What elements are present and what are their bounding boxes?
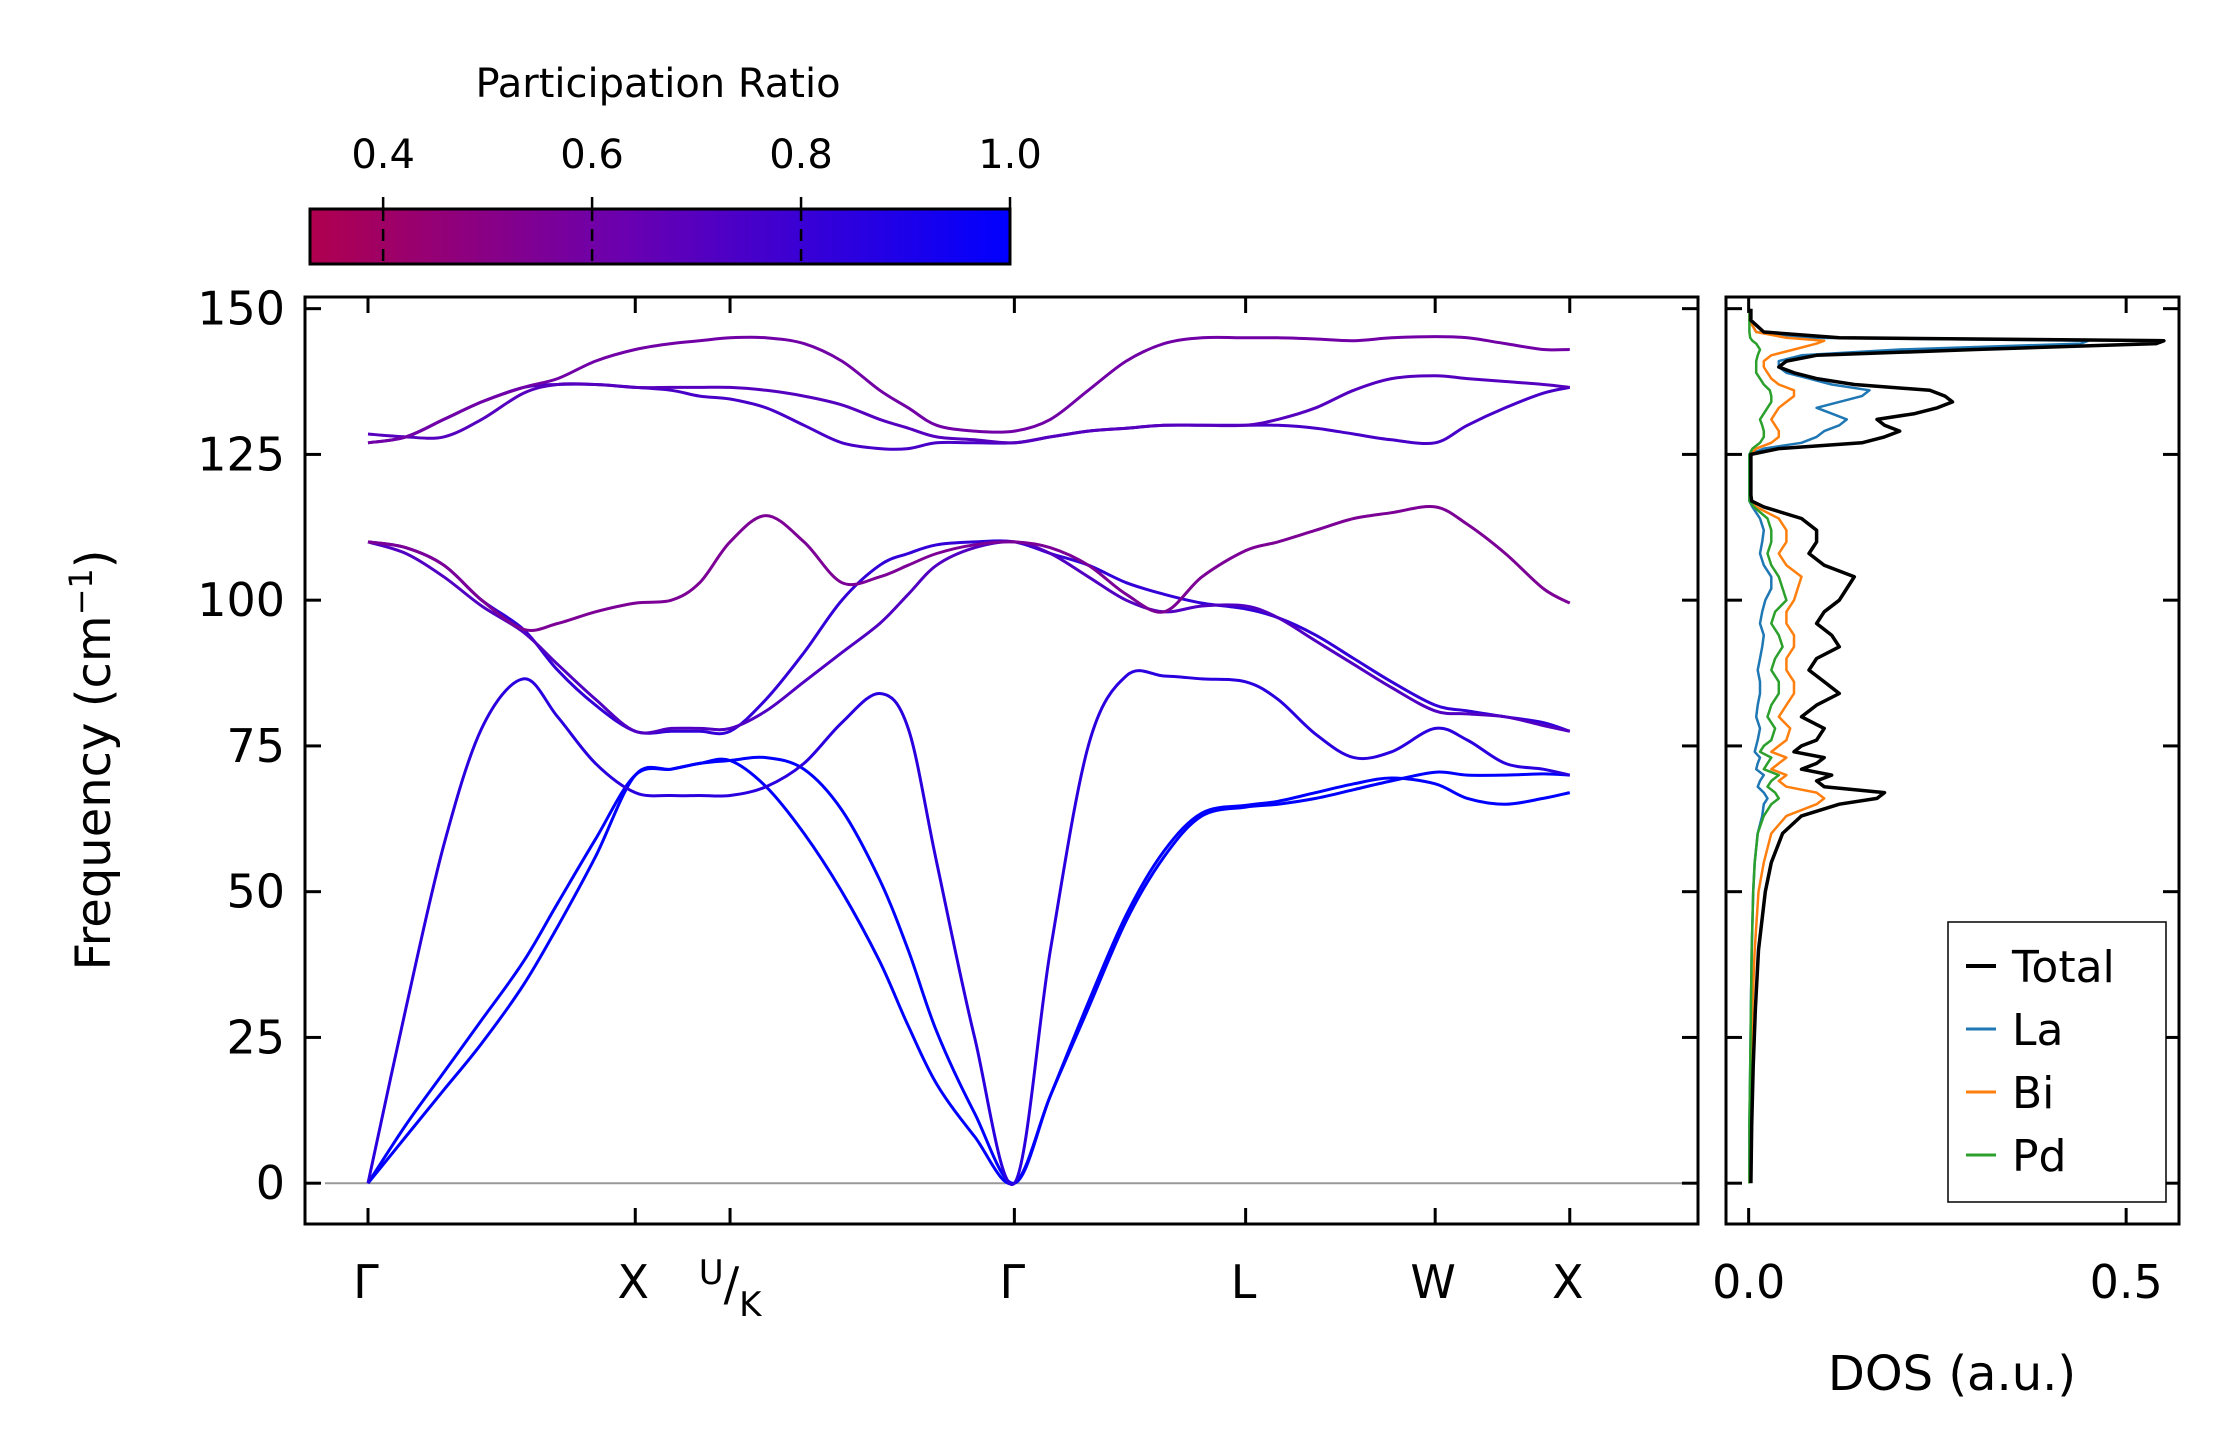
- band-branch-3: [366, 669, 1571, 1187]
- y-axis-title: Frequency (cm−1): [62, 549, 122, 970]
- y-tick-label: 0: [256, 1156, 285, 1210]
- band-axis-ticks: 0 25 50 75 100 125 150 Γ X U/K Γ L W X: [197, 282, 1698, 1325]
- band-branch-2: [366, 755, 1571, 1185]
- dos-panel: 0.0 0.5 DOS (a.u.) Total La Bi Pd: [1712, 295, 2181, 1402]
- band-branch-8: [367, 374, 1570, 445]
- high-symmetry-label: X: [1552, 1255, 1584, 1309]
- band-lines: [325, 335, 1693, 1187]
- dos-x-tick-label: 0.5: [2090, 1255, 2163, 1309]
- band-branch-1: [366, 757, 1570, 1186]
- band-branch-9: [367, 335, 1570, 445]
- colorbar-tick-label: 0.8: [769, 132, 833, 178]
- y-tick-label: 150: [197, 282, 285, 336]
- high-symmetry-label: U/K: [699, 1253, 763, 1325]
- colorbar-gradient: [308, 207, 1012, 266]
- dos-axis-ticks: 0.0 0.5: [1712, 297, 2179, 1309]
- high-symmetry-label: Γ: [1000, 1255, 1026, 1309]
- dos-line-total: [1749, 308, 2166, 1184]
- legend: Total La Bi Pd: [1947, 921, 2167, 1203]
- y-tick-label: 100: [197, 573, 285, 627]
- legend-label-pd: Pd: [2012, 1131, 2066, 1182]
- band-branch-4: [367, 539, 1571, 736]
- dos-plot-frame: [1724, 295, 2181, 1226]
- high-symmetry-label: X: [618, 1255, 650, 1309]
- high-symmetry-label: Γ: [353, 1255, 379, 1309]
- high-symmetry-label: L: [1231, 1255, 1257, 1309]
- legend-label-bi: Bi: [2012, 1068, 2054, 1119]
- colorbar-title: Participation Ratio: [475, 61, 840, 107]
- dos-line-bi: [1748, 308, 1826, 1184]
- band-structure-panel: 0 25 50 75 100 125 150 Γ X U/K Γ L W X Frequency (cm−…: [62, 282, 1700, 1325]
- dos-line-la: [1748, 308, 2090, 1184]
- band-plot-frame: [303, 295, 1700, 1226]
- high-symmetry-label: W: [1410, 1255, 1455, 1309]
- colorbar-tick-label: 1.0: [978, 132, 1042, 178]
- legend-entries: Total La Bi Pd: [1966, 942, 2115, 1182]
- x-axis-title: DOS (a.u.): [1828, 1346, 2076, 1402]
- dos-line-pd: [1748, 308, 1788, 1184]
- colorbar-ticks: 0.4 0.6 0.8 1.0: [351, 132, 1042, 264]
- y-tick-label: 125: [197, 427, 285, 481]
- dos-lines: [1748, 308, 2166, 1184]
- y-tick-label: 50: [226, 865, 285, 919]
- colorbar-tick-label: 0.6: [560, 132, 624, 178]
- legend-label-la: La: [2012, 1005, 2063, 1056]
- y-tick-label: 25: [226, 1010, 285, 1064]
- band-branch-6: [367, 504, 1571, 632]
- dos-x-tick-label: 0.0: [1712, 1255, 1785, 1309]
- y-tick-label: 75: [226, 719, 285, 773]
- band-branch-5: [367, 540, 1571, 735]
- colorbar: Participation Ratio 0.4 0.6 0.8 1.0: [308, 61, 1042, 266]
- colorbar-tick-label: 0.4: [351, 132, 415, 178]
- legend-label-total: Total: [2011, 942, 2115, 993]
